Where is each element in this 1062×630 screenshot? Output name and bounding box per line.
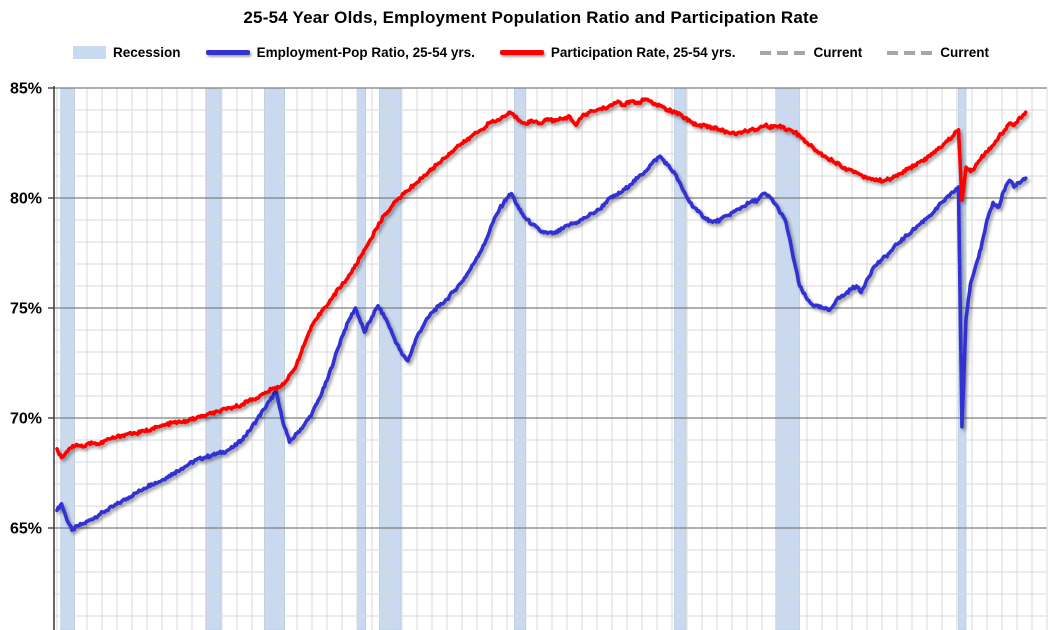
legend-item-participation-rate: Participation Rate, 25-54 yrs.	[499, 45, 736, 60]
legend-label-current-employment-pop: Current	[940, 45, 989, 60]
red-line-swatch	[499, 50, 544, 55]
legend: Recession Employment-Pop Ratio, 25-54 yr…	[0, 45, 1062, 60]
y-axis-label: 65%	[10, 521, 42, 538]
recession-band	[379, 87, 402, 630]
recession-band	[674, 87, 687, 630]
gray-dash-swatch	[887, 50, 934, 55]
gray-dash-swatch	[760, 50, 807, 55]
legend-label-current-participation: Current	[813, 45, 863, 60]
recession-band	[775, 87, 800, 630]
legend-item-recession: Recession	[73, 45, 181, 60]
legend-label-participation-rate: Participation Rate, 25-54 yrs.	[550, 45, 736, 60]
legend-item-employment-pop-ratio: Employment-Pop Ratio, 25-54 yrs.	[205, 45, 475, 60]
y-axis-label: 70%	[10, 411, 42, 428]
legend-item-current-participation: Current	[760, 45, 862, 60]
chart-title: 25-54 Year Olds, Employment Population R…	[243, 8, 819, 27]
y-axis-label: 75%	[10, 301, 42, 318]
recession-swatch	[73, 46, 107, 59]
blue-line-swatch	[205, 50, 250, 55]
recession-band	[205, 87, 222, 630]
y-axis-label: 80%	[10, 191, 42, 208]
legend-label-recession: Recession	[113, 45, 181, 60]
employment-pop-ratio-line	[55, 154, 1028, 533]
participation-rate-line	[55, 97, 1028, 460]
y-axis-label: 85%	[10, 81, 42, 98]
recession-band	[356, 87, 367, 630]
recession-band	[514, 87, 527, 630]
legend-label-employment-pop-ratio: Employment-Pop Ratio, 25-54 yrs.	[256, 45, 475, 60]
legend-item-current-employment-pop: Current	[887, 45, 989, 60]
